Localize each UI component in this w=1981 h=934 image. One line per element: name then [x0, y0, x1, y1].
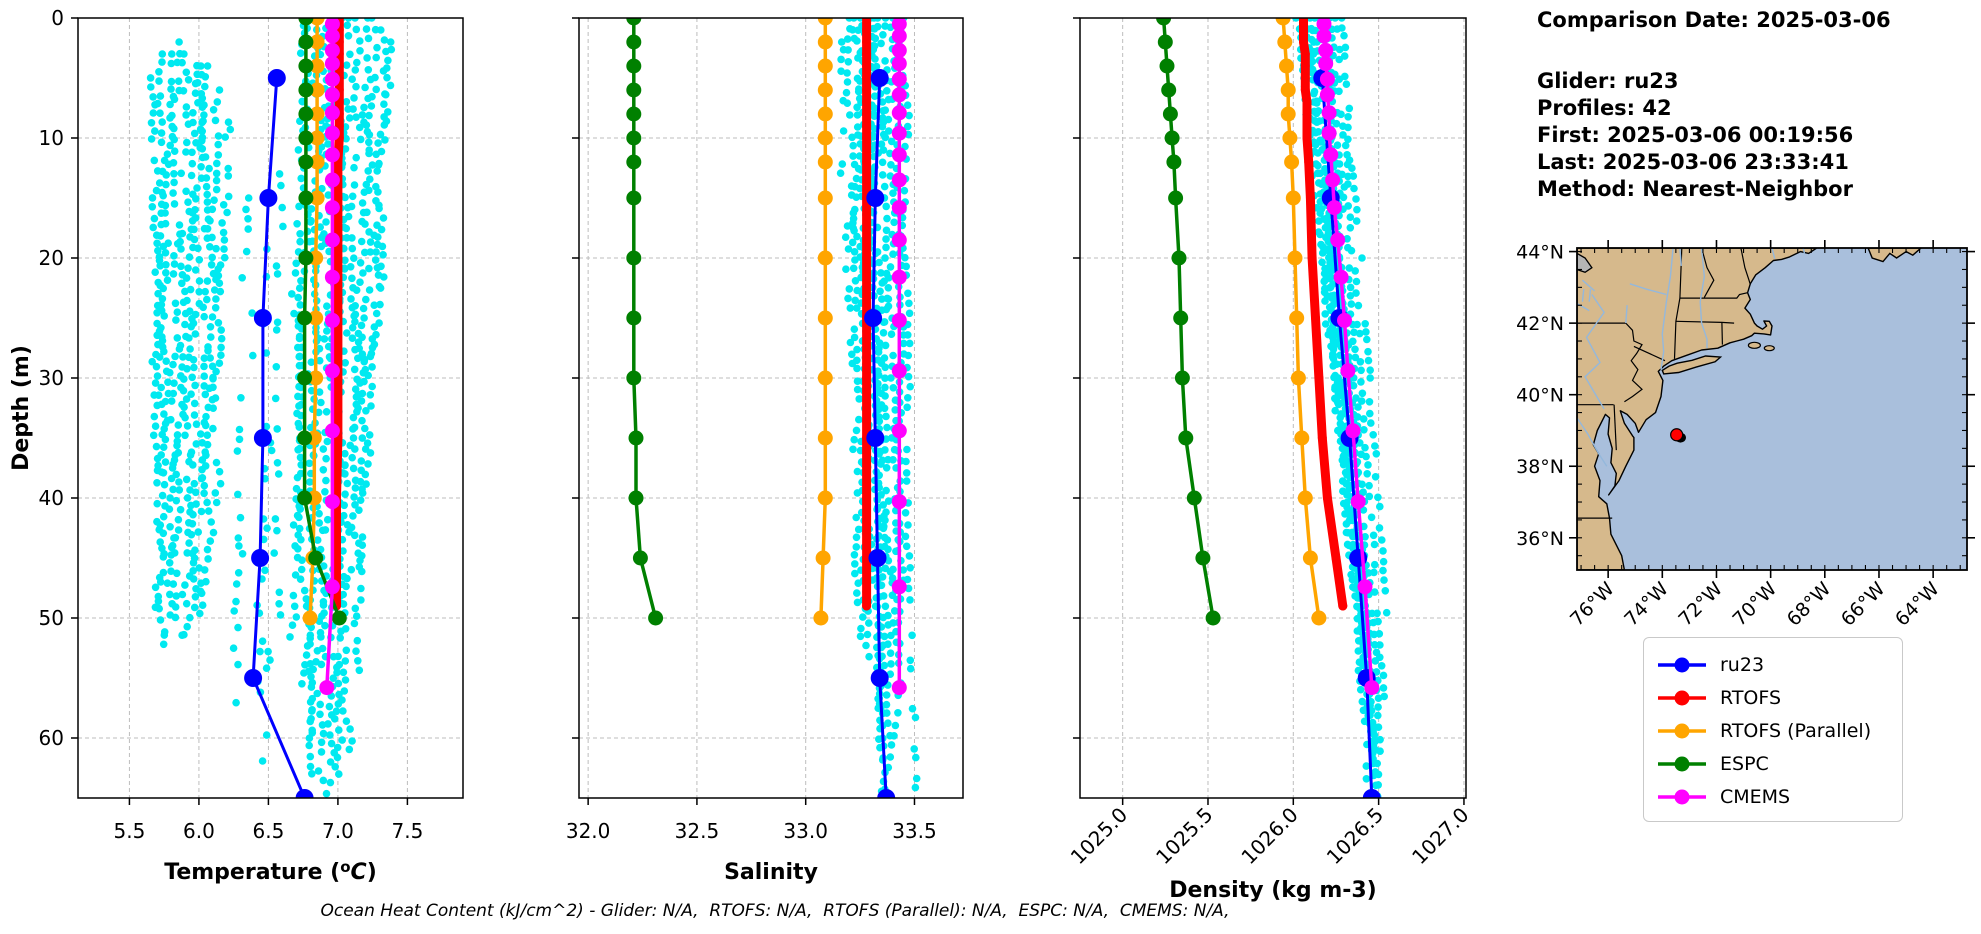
svg-text:32.5: 32.5	[675, 819, 720, 843]
svg-text:40°N: 40°N	[1516, 385, 1564, 407]
comparison-date-text: Comparison Date: 2025-03-06	[1537, 8, 1891, 32]
first-profile-time-text: First: 2025-03-06 00:19:56	[1537, 123, 1854, 147]
svg-text:33.0: 33.0	[783, 819, 828, 843]
density-axis-label: Density (kg m-3)	[1169, 878, 1377, 903]
svg-text:66°W: 66°W	[1837, 578, 1890, 631]
map-minor-ticks	[1577, 248, 1967, 570]
map-panel: 44°N 42°N 40°N 38°N 36°N 76°W 74°W 72°W 70°W 68°W…	[1516, 240, 1975, 631]
legend-item-cmems: CMEMS	[1656, 780, 1888, 813]
salinity-series-rtofs	[862, 18, 872, 611]
temperature-series-ru23	[244, 69, 314, 798]
density-series-rtofs	[1299, 18, 1348, 611]
svg-text:60: 60	[39, 726, 64, 750]
svg-text:70°W: 70°W	[1729, 578, 1782, 631]
legend-item-rtofs-parallel-: RTOFS (Parallel)	[1656, 714, 1888, 747]
temperature-series-rtofs-parallel-	[302, 18, 325, 626]
legend-label-ru23: ru23	[1720, 653, 1765, 676]
salinity-panel: 32.0 32.5 33.0 33.5 Salinity	[566, 17, 964, 885]
temperature-axes-frame	[77, 17, 464, 799]
legend-label-rtofs: RTOFS	[1720, 686, 1782, 709]
svg-text:68°W: 68°W	[1783, 578, 1836, 631]
legend-label-espc: ESPC	[1720, 752, 1769, 775]
salinity-series-cmems	[891, 18, 907, 696]
rivers	[1577, 248, 1806, 467]
glider-position-marker	[1670, 428, 1684, 442]
legend-item-espc: ESPC	[1656, 747, 1888, 780]
legend-swatch-ru23	[1658, 657, 1706, 672]
last-profile-time-text: Last: 2025-03-06 23:33:41	[1537, 150, 1849, 174]
legend-swatch-cmems	[1658, 789, 1706, 804]
legend-label-cmems: CMEMS	[1720, 785, 1791, 808]
salinity-series-espc	[626, 18, 664, 626]
svg-text:6.5: 6.5	[253, 819, 285, 843]
svg-text:42°N: 42°N	[1516, 313, 1564, 335]
nova-scotia-landmass	[1867, 248, 1923, 263]
svg-text:40: 40	[39, 486, 64, 510]
density-series-espc	[1156, 18, 1221, 626]
svg-text:10: 10	[39, 126, 64, 150]
density-grid	[1080, 18, 1466, 798]
legend-item-ru23: ru23	[1656, 648, 1888, 681]
depth-axis-label: Depth (m)	[9, 345, 34, 471]
svg-text:33.5: 33.5	[892, 819, 937, 843]
info-panel: Comparison Date: 2025-03-06 Glider: ru23…	[1537, 8, 1891, 203]
svg-text:36°N: 36°N	[1516, 528, 1564, 550]
legend-item-rtofs: RTOFS	[1656, 681, 1888, 714]
svg-text:6.0: 6.0	[183, 819, 215, 843]
svg-text:0: 0	[51, 6, 64, 30]
svg-text:64°W: 64°W	[1891, 578, 1944, 631]
svg-text:32.0: 32.0	[566, 819, 611, 843]
salinity-tick-labels: 32.0 32.5 33.0 33.5	[566, 819, 937, 843]
temperature-tick-labels: 5.5 6.0 6.5 7.0 7.5 0 10 20 30 40 50 60	[39, 6, 424, 843]
map-frame	[1576, 247, 1968, 571]
method-text: Method: Nearest-Neighbor	[1537, 177, 1853, 201]
temperature-axis-label: Temperature (oC)	[164, 858, 377, 885]
mainland-landmass	[1577, 248, 1818, 570]
long-island	[1661, 355, 1723, 375]
legend-swatch-rtofs	[1658, 690, 1706, 705]
svg-text:50: 50	[39, 606, 64, 630]
svg-text:38°N: 38°N	[1516, 456, 1564, 478]
legend-swatch-rtofs-parallel-	[1658, 723, 1706, 738]
salinity-axes-frame	[578, 17, 964, 799]
state-borders	[1577, 248, 1751, 519]
salinity-series-ru23	[864, 69, 896, 798]
legend-box: ru23 RTOFS RTOFS (Parallel) ESPC CMEMS	[1643, 637, 1903, 822]
svg-text:74°W: 74°W	[1620, 578, 1673, 631]
svg-text:76°W: 76°W	[1566, 578, 1619, 631]
marthas-vineyard-island	[1747, 341, 1761, 349]
density-ticks	[1073, 17, 1465, 805]
svg-text:30: 30	[39, 366, 64, 390]
salinity-grid	[579, 18, 963, 798]
ohc-footnote: Ocean Heat Content (kJ/cm^2) - Glider: N…	[320, 901, 1230, 921]
glider-name-text: Glider: ru23	[1537, 69, 1679, 93]
density-series-rtofs-parallel-	[1275, 18, 1327, 626]
salinity-ticks	[572, 17, 916, 805]
legend-swatch-espc	[1658, 756, 1706, 771]
lake-ontario	[1577, 252, 1593, 274]
legend-label-rtofs-parallel-: RTOFS (Parallel)	[1720, 719, 1872, 742]
temperature-panel: 5.5 6.0 6.5 7.0 7.5 0 10 20 30 40 50 60 Temperature …	[9, 6, 464, 885]
svg-text:5.5: 5.5	[114, 819, 146, 843]
salinity-series-rtofs-parallel-	[813, 18, 833, 626]
temperature-series-cmems	[319, 18, 340, 696]
density-series-cmems	[1316, 18, 1380, 696]
svg-text:72°W: 72°W	[1674, 578, 1727, 631]
temperature-ticks	[71, 17, 409, 805]
nantucket-island	[1763, 345, 1775, 352]
svg-text:44°N: 44°N	[1516, 242, 1564, 264]
svg-text:7.5: 7.5	[391, 819, 423, 843]
density-axes-frame	[1079, 17, 1467, 799]
salinity-axis-label: Salinity	[724, 860, 818, 885]
profiles-count-text: Profiles: 42	[1537, 96, 1672, 120]
svg-text:20: 20	[39, 246, 64, 270]
temperature-series-espc	[297, 18, 347, 626]
svg-text:7.0: 7.0	[322, 819, 354, 843]
map-ticks	[1569, 240, 1975, 578]
